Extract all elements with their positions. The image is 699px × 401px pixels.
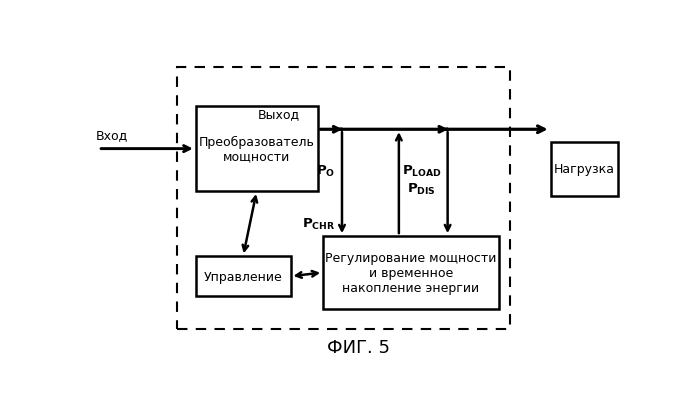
Text: ФИГ. 5: ФИГ. 5 xyxy=(326,339,390,356)
Text: Вход: Вход xyxy=(96,129,128,142)
Text: Управление: Управление xyxy=(203,270,282,283)
Bar xyxy=(196,107,317,192)
Text: $\mathbf{P_{CHR}}$: $\mathbf{P_{CHR}}$ xyxy=(302,217,336,232)
Text: Преобразователь
мощности: Преобразователь мощности xyxy=(199,135,315,163)
Text: Выход: Выход xyxy=(258,108,300,121)
Bar xyxy=(551,142,618,196)
Bar xyxy=(177,68,510,329)
Text: $\mathbf{P_{DIS}}$: $\mathbf{P_{DIS}}$ xyxy=(407,182,436,197)
Bar xyxy=(323,237,499,309)
Text: $\mathbf{P_O}$: $\mathbf{P_O}$ xyxy=(316,163,336,178)
Text: Регулирование мощности
и временное
накопление энергии: Регулирование мощности и временное накоп… xyxy=(325,251,497,294)
Text: Нагрузка: Нагрузка xyxy=(554,163,615,176)
Bar xyxy=(196,257,291,297)
Text: $\mathbf{P_{LOAD}}$: $\mathbf{P_{LOAD}}$ xyxy=(402,163,442,178)
